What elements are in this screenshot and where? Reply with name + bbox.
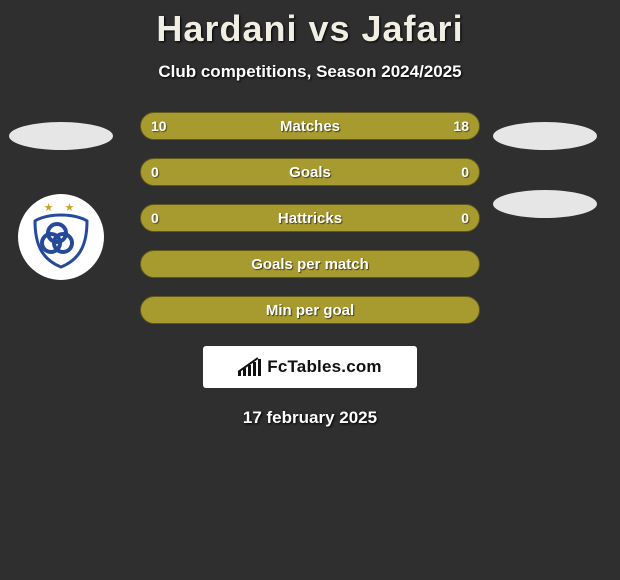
branding-text: FcTables.com [267, 357, 382, 377]
page-title: Hardani vs Jafari [0, 0, 620, 50]
stat-label: Hattricks [278, 210, 342, 227]
stat-value-right: 0 [461, 205, 469, 231]
stat-value-right: 18 [453, 113, 469, 139]
stat-label: Goals per match [251, 256, 369, 273]
stat-row-hattricks: 0 Hattricks 0 [140, 204, 480, 232]
player-right-column [490, 122, 600, 218]
club-silhouette-icon [493, 190, 597, 218]
stat-row-matches: 10 Matches 18 [140, 112, 480, 140]
bars-trend-icon [238, 358, 261, 376]
stat-label: Matches [280, 118, 340, 135]
stat-row-goals: 0 Goals 0 [140, 158, 480, 186]
stat-value-left: 0 [151, 159, 159, 185]
branding-badge: FcTables.com [203, 346, 417, 388]
date-label: 17 february 2025 [0, 408, 620, 428]
club-badge-left: ★ ★ [18, 194, 104, 280]
stat-row-goals-per-match: Goals per match [140, 250, 480, 278]
stat-label: Min per goal [266, 302, 354, 319]
stat-value-left: 10 [151, 113, 167, 139]
player-silhouette-icon [493, 122, 597, 150]
player-silhouette-icon [9, 122, 113, 150]
club-shield-icon [31, 213, 91, 269]
stat-value-right: 0 [461, 159, 469, 185]
stat-value-left: 0 [151, 205, 159, 231]
stats-list: 10 Matches 18 0 Goals 0 0 Hattricks 0 Go… [140, 112, 480, 324]
player-left-column: ★ ★ [6, 122, 116, 280]
subtitle: Club competitions, Season 2024/2025 [0, 62, 620, 82]
stat-label: Goals [289, 164, 331, 181]
stat-row-min-per-goal: Min per goal [140, 296, 480, 324]
